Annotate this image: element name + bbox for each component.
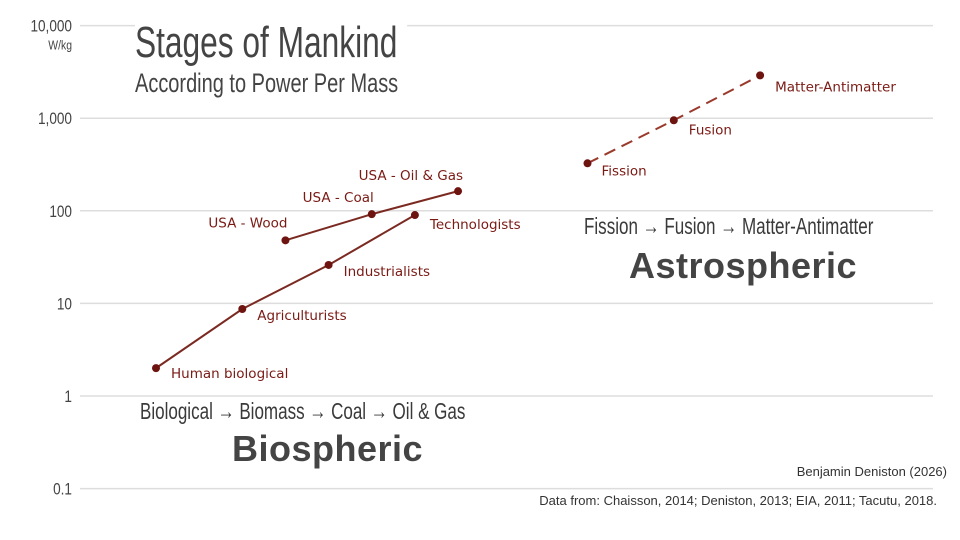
data-point bbox=[281, 236, 290, 245]
biospheric-flow: Biological → Biomass → Coal → Oil & Gas bbox=[140, 398, 466, 424]
y-tick-label: 100 bbox=[49, 202, 72, 221]
data-point bbox=[324, 260, 333, 269]
data-label: USA - Oil & Gas bbox=[359, 168, 463, 184]
y-axis-unit: W/kg bbox=[48, 39, 72, 53]
y-tick-label: 1,000 bbox=[38, 110, 72, 129]
data-label: USA - Wood bbox=[208, 215, 287, 231]
biospheric-label: Biospheric bbox=[232, 428, 424, 469]
y-tick-label: 10,000 bbox=[30, 17, 72, 36]
data-label: Matter-Antimatter bbox=[775, 79, 896, 95]
data-label: Fusion bbox=[689, 122, 732, 138]
data-point bbox=[410, 211, 419, 220]
data-point bbox=[152, 364, 160, 373]
data-point bbox=[367, 210, 376, 219]
data-point bbox=[454, 187, 463, 196]
data-label: Human biological bbox=[171, 366, 288, 382]
chart-title: Stages of Mankind bbox=[135, 18, 408, 68]
astrospheric-label: Astrospheric bbox=[629, 245, 858, 286]
data-label: Technologists bbox=[429, 217, 521, 233]
y-tick-label: 1 bbox=[64, 388, 72, 407]
data-label: Industrialists bbox=[344, 264, 430, 280]
data-point bbox=[238, 305, 247, 314]
data-point bbox=[669, 116, 678, 125]
chart-subtitle: According to Power Per Mass bbox=[135, 68, 399, 98]
y-tick-label: 10 bbox=[57, 295, 72, 314]
data-label: Agriculturists bbox=[257, 308, 346, 324]
data-source: Data from: Chaisson, 2014; Deniston, 201… bbox=[539, 493, 937, 508]
series-line-stages bbox=[155, 214, 416, 369]
data-point bbox=[583, 159, 592, 168]
data-label: Fission bbox=[602, 163, 647, 179]
y-tick-label: 0.1 bbox=[53, 480, 72, 499]
data-label: USA - Coal bbox=[303, 190, 374, 206]
author-credit: Benjamin Deniston (2026) bbox=[796, 464, 947, 479]
data-point bbox=[756, 71, 765, 80]
astrospheric-flow: Fission → Fusion → Matter-Antimatter bbox=[584, 213, 874, 239]
